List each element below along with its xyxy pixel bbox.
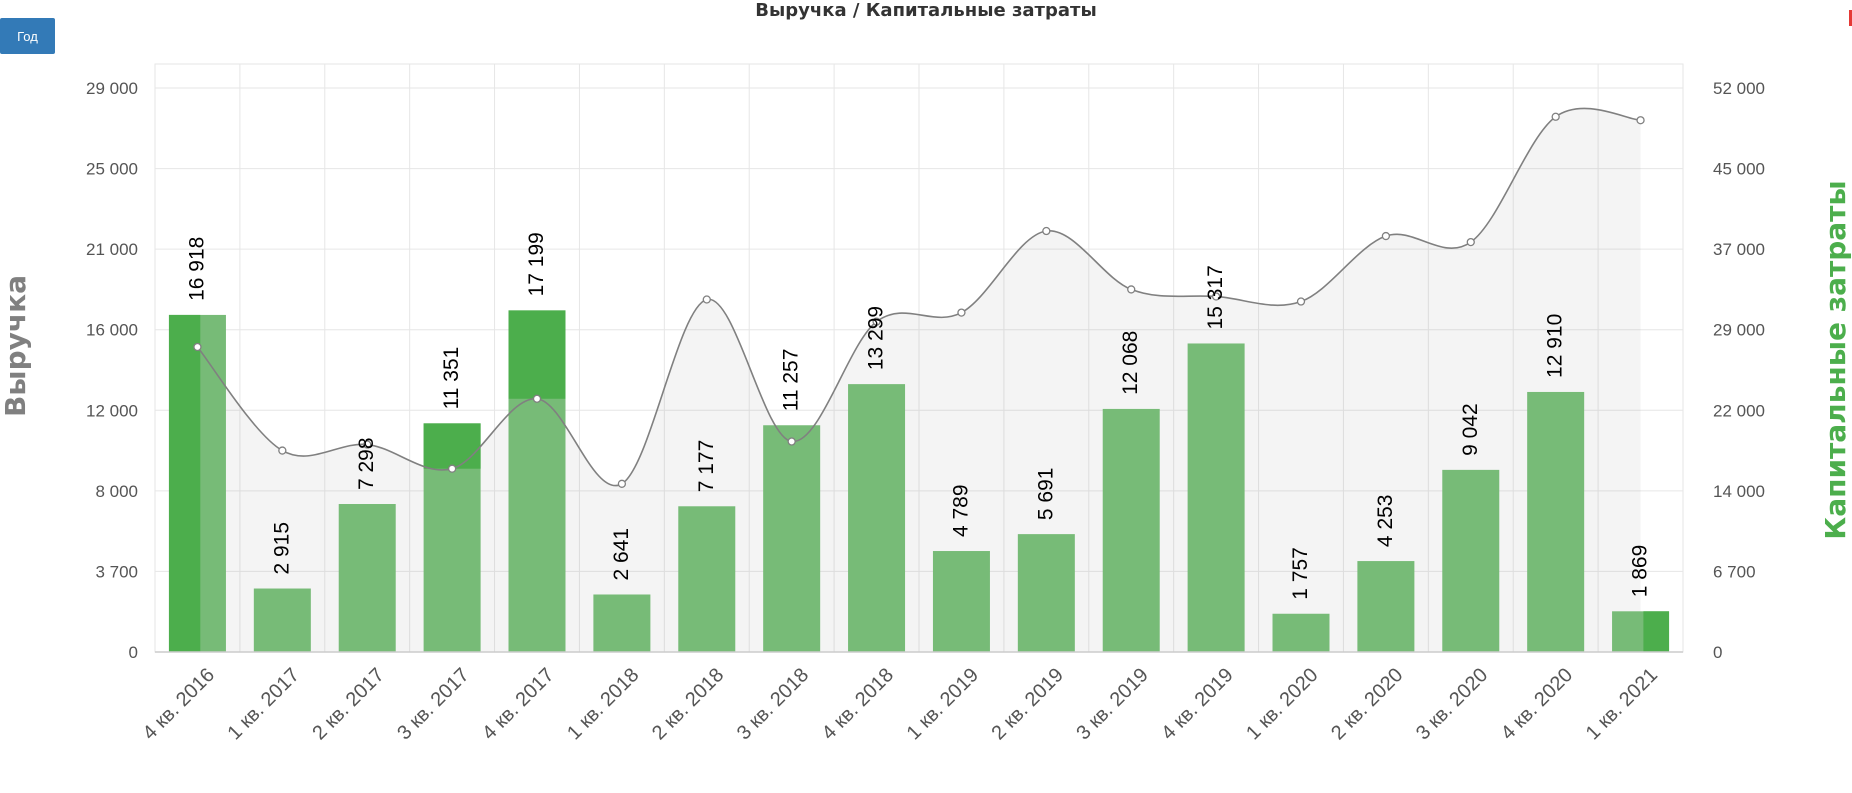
- revenue-bar[interactable]: [1188, 343, 1245, 652]
- left-axis-title: Выручка: [0, 275, 32, 417]
- left-tick-label: 25 000: [86, 160, 138, 179]
- revenue-bar[interactable]: [1103, 409, 1160, 652]
- revenue-bar[interactable]: [1018, 534, 1075, 652]
- right-tick-label: 0: [1713, 643, 1722, 662]
- category-label: 3 кв. 2019: [1072, 664, 1152, 744]
- bar-highlight: [1643, 611, 1669, 652]
- category-label: 1 кв. 2020: [1242, 664, 1322, 744]
- capex-point[interactable]: [534, 395, 541, 402]
- bar-value-label: 12 068: [1119, 331, 1142, 395]
- category-label: 2 кв. 2019: [987, 664, 1067, 744]
- bar-value-label: 7 298: [355, 437, 378, 490]
- bar-highlight: [424, 423, 481, 468]
- category-label: 4 кв. 2019: [1157, 664, 1237, 744]
- right-tick-label: 29 000: [1713, 321, 1765, 340]
- bar-value-label: 9 042: [1459, 403, 1482, 456]
- left-tick-label: 29 000: [86, 79, 138, 98]
- capex-point[interactable]: [194, 343, 201, 350]
- capex-point[interactable]: [449, 465, 456, 472]
- bar-value-label: 15 317: [1204, 265, 1227, 329]
- revenue-bar[interactable]: [678, 506, 735, 652]
- bar-value-label: 1 869: [1629, 545, 1652, 598]
- right-tick-label: 6 700: [1713, 562, 1756, 581]
- left-tick-label: 16 000: [86, 321, 138, 340]
- bar-highlight: [509, 310, 566, 398]
- capex-point[interactable]: [703, 296, 710, 303]
- capex-point[interactable]: [279, 447, 286, 454]
- left-tick-label: 8 000: [95, 482, 138, 501]
- category-label: 3 кв. 2017: [393, 664, 473, 744]
- category-label: 1 кв. 2018: [563, 664, 643, 744]
- left-tick-label: 0: [129, 643, 138, 662]
- revenue-bar[interactable]: [763, 425, 820, 652]
- category-label: 1 кв. 2021: [1582, 664, 1662, 744]
- bar-value-label: 12 910: [1544, 314, 1567, 378]
- revenue-bar[interactable]: [1273, 614, 1330, 652]
- bar-value-label: 4 789: [949, 484, 972, 537]
- right-tick-label: 14 000: [1713, 482, 1765, 501]
- revenue-bar[interactable]: [848, 384, 905, 652]
- category-label: 2 кв. 2018: [648, 664, 728, 744]
- revenue-bar[interactable]: [1357, 561, 1414, 652]
- right-tick-label: 37 000: [1713, 240, 1765, 259]
- category-label: 2 кв. 2017: [308, 664, 388, 744]
- revenue-bar[interactable]: [254, 589, 311, 652]
- category-label: 3 кв. 2018: [733, 664, 813, 744]
- category-label: 4 кв. 2016: [139, 664, 219, 744]
- category-label: 1 кв. 2017: [223, 664, 303, 744]
- category-label: 4 кв. 2020: [1497, 664, 1577, 744]
- capex-point[interactable]: [1467, 239, 1474, 246]
- bar-value-label: 7 177: [695, 440, 718, 493]
- category-label: 3 кв. 2020: [1412, 664, 1492, 744]
- category-label: 4 кв. 2017: [478, 664, 558, 744]
- bar-value-label: 13 299: [865, 306, 888, 370]
- capex-point[interactable]: [1128, 286, 1135, 293]
- revenue-bar[interactable]: [1527, 392, 1584, 652]
- category-label: 4 кв. 2018: [818, 664, 898, 744]
- bar-value-label: 1 757: [1289, 547, 1312, 600]
- left-tick-label: 3 700: [95, 562, 138, 581]
- bar-value-label: 16 918: [185, 237, 208, 301]
- bar-value-label: 17 199: [525, 232, 548, 296]
- capex-point[interactable]: [1382, 233, 1389, 240]
- revenue-bar[interactable]: [933, 551, 990, 652]
- bar-value-label: 4 253: [1374, 495, 1397, 548]
- right-tick-label: 45 000: [1713, 160, 1765, 179]
- category-label: 2 кв. 2020: [1327, 664, 1407, 744]
- left-tick-label: 21 000: [86, 240, 138, 259]
- bar-value-label: 2 915: [270, 522, 293, 575]
- capex-point[interactable]: [618, 480, 625, 487]
- capex-point[interactable]: [788, 438, 795, 445]
- left-tick-label: 12 000: [86, 401, 138, 420]
- right-tick-label: 22 000: [1713, 401, 1765, 420]
- bar-value-label: 5 691: [1034, 468, 1057, 521]
- bar-highlight: [169, 315, 200, 652]
- capex-point[interactable]: [1298, 298, 1305, 305]
- revenue-bar[interactable]: [593, 594, 650, 652]
- category-label: 1 кв. 2019: [903, 664, 983, 744]
- capex-point[interactable]: [958, 309, 965, 316]
- capex-point[interactable]: [1043, 228, 1050, 235]
- bar-value-label: 11 351: [440, 347, 463, 410]
- right-tick-label: 52 000: [1713, 79, 1765, 98]
- bar-value-label: 11 257: [780, 349, 803, 412]
- revenue-bar[interactable]: [1442, 470, 1499, 652]
- capex-point[interactable]: [1552, 113, 1559, 120]
- revenue-bar[interactable]: [339, 504, 396, 652]
- capex-point[interactable]: [1637, 117, 1644, 124]
- right-axis-title: Капитальные затраты: [1819, 180, 1852, 539]
- bar-value-label: 2 641: [610, 528, 633, 581]
